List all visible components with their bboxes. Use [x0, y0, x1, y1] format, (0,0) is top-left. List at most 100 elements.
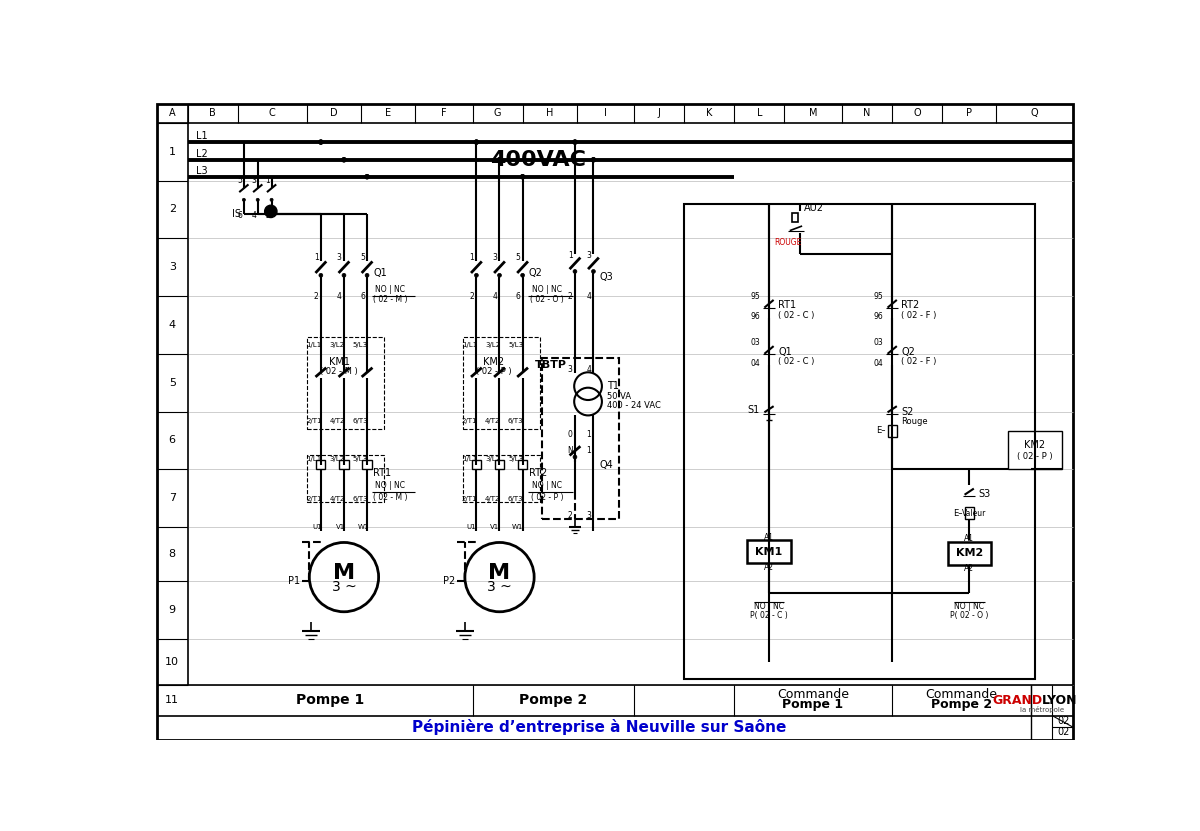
Text: 96: 96	[874, 312, 883, 322]
Text: 5: 5	[169, 378, 175, 388]
Bar	[684, 204, 1034, 679]
Text: 3: 3	[492, 253, 497, 262]
Text: I: I	[604, 108, 607, 118]
Text: 4/T2: 4/T2	[329, 495, 344, 502]
Text: 0: 0	[568, 430, 572, 439]
Text: 2/T1: 2/T1	[306, 495, 322, 502]
Text: 2: 2	[169, 204, 176, 214]
Text: P( 02 - C ): P( 02 - C )	[750, 611, 788, 620]
Text: Q1: Q1	[373, 268, 386, 278]
Circle shape	[474, 140, 479, 145]
Text: N: N	[568, 445, 574, 455]
Text: 3/L2: 3/L2	[330, 456, 344, 462]
Text: L2: L2	[196, 149, 208, 159]
Text: A1: A1	[965, 534, 974, 543]
Text: ( 02 - P ): ( 02 - P )	[1016, 452, 1052, 460]
Text: N: N	[864, 108, 871, 118]
Circle shape	[342, 157, 347, 162]
Text: 3: 3	[252, 176, 257, 185]
Text: KM2: KM2	[1024, 440, 1045, 450]
Text: ( 02 - P ): ( 02 - P )	[475, 367, 511, 376]
Bar	[307, 455, 384, 502]
Circle shape	[474, 273, 479, 278]
Text: 3/L2: 3/L2	[330, 342, 344, 347]
Text: O: O	[913, 108, 922, 118]
Text: ( 02 - C ): ( 02 - C )	[779, 357, 815, 366]
Bar	[518, 460, 527, 470]
Text: Q4: Q4	[600, 460, 613, 470]
Text: 4/T2: 4/T2	[329, 418, 344, 424]
Text: 1/L1: 1/L1	[462, 456, 478, 462]
Text: Pompe 2: Pompe 2	[520, 693, 588, 707]
Text: C: C	[269, 108, 276, 118]
Text: 5: 5	[360, 253, 365, 262]
Text: W1: W1	[358, 524, 368, 530]
Text: 9: 9	[169, 605, 176, 615]
Text: Q: Q	[1031, 108, 1038, 118]
Text: 95: 95	[750, 292, 760, 301]
Circle shape	[592, 269, 595, 273]
Text: 400 - 24 VAC: 400 - 24 VAC	[607, 401, 661, 410]
Text: NO | NC: NO | NC	[533, 285, 563, 293]
Text: 6: 6	[360, 292, 365, 301]
Text: TBTP: TBTP	[535, 361, 568, 371]
Text: 2: 2	[568, 292, 572, 301]
Text: LYON: LYON	[1043, 694, 1078, 707]
Text: 3: 3	[568, 365, 572, 374]
Circle shape	[574, 269, 577, 273]
Text: A1: A1	[764, 533, 774, 542]
Bar	[362, 460, 372, 470]
Text: GRAND: GRAND	[992, 694, 1043, 707]
Text: S1: S1	[748, 405, 760, 415]
Bar	[340, 460, 348, 470]
Circle shape	[318, 140, 323, 145]
Text: 02: 02	[1057, 727, 1069, 737]
Text: 7: 7	[169, 493, 176, 504]
Text: 1/L1: 1/L1	[306, 456, 322, 462]
Circle shape	[270, 199, 274, 201]
Text: 96: 96	[750, 312, 760, 322]
Text: ( 02 - F ): ( 02 - F )	[901, 311, 937, 320]
Text: Pompe 2: Pompe 2	[931, 698, 992, 711]
Text: P1: P1	[288, 576, 300, 586]
Text: A2: A2	[764, 563, 774, 572]
Text: 2: 2	[314, 292, 319, 301]
Text: RT1: RT1	[779, 300, 797, 310]
Text: 4: 4	[492, 292, 497, 301]
Bar	[748, 540, 791, 563]
Text: 6: 6	[169, 435, 175, 445]
Text: 4: 4	[587, 365, 592, 374]
Circle shape	[521, 175, 524, 179]
Text: U1: U1	[312, 524, 322, 530]
Text: 3: 3	[337, 253, 342, 262]
Text: RT1: RT1	[373, 468, 391, 478]
Text: B: B	[209, 108, 216, 118]
Text: ( 02 - M ): ( 02 - M )	[320, 367, 359, 376]
Circle shape	[574, 455, 577, 459]
Text: M: M	[488, 563, 510, 583]
Text: W1: W1	[511, 524, 523, 530]
Text: 3: 3	[587, 511, 592, 520]
Text: 400VAC: 400VAC	[490, 150, 586, 170]
Text: G: G	[494, 108, 502, 118]
Text: NO | NC: NO | NC	[533, 481, 563, 490]
Circle shape	[265, 205, 277, 218]
Text: 5/L3: 5/L3	[508, 456, 523, 462]
Text: Rouge: Rouge	[901, 417, 928, 426]
Text: S3: S3	[978, 489, 991, 499]
Text: Q1: Q1	[779, 347, 792, 356]
Text: NO | NC: NO | NC	[954, 602, 984, 611]
Text: 3: 3	[587, 251, 592, 260]
Text: 5: 5	[516, 253, 521, 262]
Bar	[462, 455, 540, 502]
Bar	[317, 460, 325, 470]
Text: 3/L2: 3/L2	[485, 342, 500, 347]
Circle shape	[256, 199, 259, 201]
Text: la métropole: la métropole	[1020, 706, 1063, 713]
Circle shape	[365, 273, 368, 278]
Text: 4: 4	[252, 211, 257, 219]
Text: IS: IS	[233, 209, 241, 219]
Text: NO | NC: NO | NC	[376, 285, 406, 293]
Text: L: L	[757, 108, 762, 118]
Text: ( 02 - P ): ( 02 - P )	[530, 493, 564, 502]
